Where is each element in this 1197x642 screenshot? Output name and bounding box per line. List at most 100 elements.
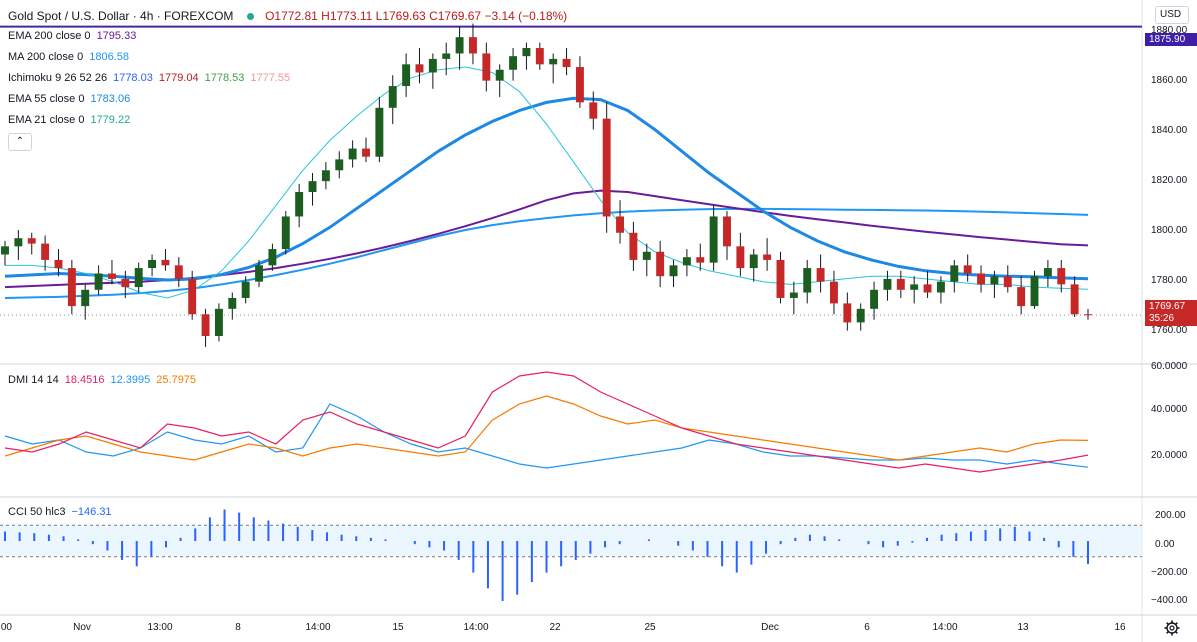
currency-button[interactable]: USD ⌄	[1155, 6, 1189, 36]
candle-body	[428, 58, 437, 73]
candle-body	[442, 53, 451, 59]
candle-body	[562, 58, 571, 68]
time-tick: 16	[1114, 622, 1126, 633]
legend-dmi-v3: 25.7975	[156, 374, 197, 386]
candle-body	[148, 259, 157, 269]
candle-body	[455, 37, 464, 54]
candle-body	[656, 251, 665, 277]
candle-body	[763, 254, 772, 260]
legend-cci[interactable]: CCI 50 hlc3 −146.31	[8, 505, 118, 519]
candle-body	[522, 48, 531, 57]
candle-body	[469, 37, 477, 54]
time-tick: Dec	[761, 622, 779, 633]
candle-body	[856, 308, 865, 323]
chevron-down-icon: ⌄	[1160, 25, 1169, 36]
candle-body	[575, 67, 584, 103]
candle-body	[709, 216, 718, 263]
candle-body	[94, 273, 103, 290]
legend-ema55-label: EMA 55 close 0	[8, 93, 85, 105]
candle-body	[308, 181, 317, 193]
candle-body	[629, 232, 638, 260]
candle-body	[950, 265, 959, 282]
candle-body	[214, 308, 223, 336]
candle-body	[81, 289, 90, 307]
candle-body	[669, 265, 678, 277]
candle-body	[362, 148, 370, 157]
collapse-legend-button[interactable]: ⌃	[8, 133, 32, 151]
ohlc-change: −3.14 (−0.18%)	[484, 9, 568, 23]
legend-ichimoku[interactable]: Ichimoku 9 26 52 26 1778.03 1779.04 1778.53…	[8, 71, 296, 85]
candle-body	[1003, 276, 1012, 288]
candle-body	[963, 265, 972, 274]
candle-body	[134, 268, 143, 288]
time-tick: 6	[864, 622, 870, 633]
legend-ichimoku-v1: 1778.03	[113, 72, 153, 84]
price-tick: 1800.00	[1151, 225, 1188, 236]
time-tick: :00	[0, 622, 12, 633]
time-tick: 25	[644, 622, 656, 633]
candle-body	[642, 251, 651, 260]
candle-body	[67, 268, 76, 307]
dmi-tick: 40.0000	[1151, 404, 1188, 415]
time-tick: 22	[549, 622, 561, 633]
ohlc-open: O1772.81	[265, 9, 318, 23]
ema200-line	[4, 189, 1089, 289]
candle-body	[682, 257, 691, 266]
candle-body	[535, 48, 544, 65]
ma200-line	[4, 207, 1089, 299]
chevron-up-icon: ⌃	[15, 136, 25, 147]
candle-body	[321, 170, 330, 182]
time-tick: 15	[392, 622, 404, 633]
legend-ema55[interactable]: EMA 55 close 0 1783.06	[8, 92, 136, 106]
legend-dmi[interactable]: DMI 14 14 18.4516 12.3995 25.7975	[8, 373, 202, 387]
legend-ema200-label: EMA 200 close 0	[8, 30, 91, 42]
candle-body	[268, 249, 277, 266]
dmi-adx-line	[4, 395, 1089, 461]
candle-body	[749, 254, 758, 269]
candle-body	[54, 259, 63, 269]
candle-body	[589, 102, 598, 119]
time-tick: 13	[1017, 622, 1029, 633]
dmi-tick: 20.0000	[1151, 450, 1188, 461]
symbol-title: Gold Spot / U.S. Dollar · 4h · FOREXCOM …	[8, 9, 567, 23]
ohlc-high: H1773.11	[321, 9, 373, 23]
price-tick: 1820.00	[1151, 175, 1188, 186]
ema55-line	[4, 96, 1089, 282]
candle-body	[803, 268, 812, 293]
legend-ichimoku-v2: 1779.04	[158, 72, 199, 84]
candle-body	[201, 314, 210, 336]
legend-ma200[interactable]: MA 200 close 0 1806.58	[8, 50, 135, 64]
candle-body	[241, 281, 250, 298]
price-tick: 1880.00	[1151, 25, 1188, 36]
time-tick: 14:00	[932, 622, 958, 633]
legend-ema21[interactable]: EMA 21 close 0 1779.22	[8, 113, 136, 127]
cci-tick: 200.00	[1155, 510, 1186, 521]
time-tick: 14:00	[463, 622, 489, 633]
legend-ema200[interactable]: EMA 200 close 0 1795.33	[8, 29, 142, 43]
dmi-minus-line	[4, 403, 1089, 469]
candle-body	[388, 86, 397, 108]
symbol-name: Gold Spot / U.S. Dollar · 4h · FOREXCOM	[8, 9, 234, 23]
level-price-value: 1875.90	[1149, 34, 1186, 45]
currency-label: USD	[1160, 9, 1182, 20]
gear-icon[interactable]	[1163, 619, 1181, 637]
candle-body	[883, 278, 892, 290]
candle-body	[616, 216, 624, 233]
legend-cci-label: CCI 50 hlc3	[8, 506, 66, 518]
legend-ema200-value: 1795.33	[96, 30, 137, 42]
cci-tick: −400.00	[1151, 595, 1188, 606]
legend-dmi-label: DMI 14 14	[8, 374, 59, 386]
time-tick: 14:00	[305, 622, 331, 633]
candle-body	[923, 284, 932, 293]
candle-body	[281, 216, 290, 250]
price-tick: 1760.00	[1151, 325, 1188, 336]
cci-tick: −200.00	[1151, 567, 1188, 578]
candle-body	[121, 278, 130, 288]
candle-body	[736, 246, 745, 269]
legend-ema21-value: 1779.22	[90, 114, 131, 126]
dmi-tick: 60.0000	[1151, 361, 1188, 372]
candle-body	[228, 297, 237, 309]
candle-body	[41, 243, 50, 260]
candle-body	[910, 284, 919, 290]
